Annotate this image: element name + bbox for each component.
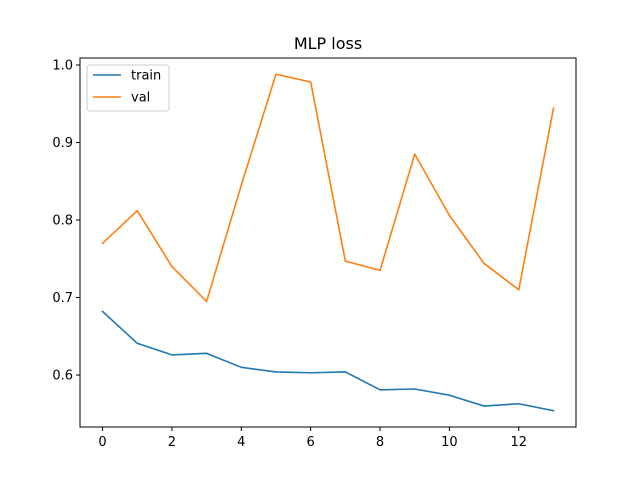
data-point-train (205, 352, 208, 355)
plot-frame (79, 57, 577, 428)
data-point-train (517, 402, 520, 405)
data-point-val (240, 184, 243, 186)
data-point-train (379, 388, 381, 391)
series-line-val (101, 73, 555, 303)
data-point-train (552, 409, 555, 412)
data-point-train (448, 394, 451, 397)
data-point-train (136, 342, 139, 345)
x-tick-label: 12 (510, 435, 527, 450)
x-tick-label: 8 (376, 435, 384, 450)
data-point-val (205, 300, 208, 303)
x-tick-label: 4 (237, 435, 245, 450)
data-point-val (483, 262, 485, 265)
data-point-val (379, 269, 381, 272)
data-point-train (240, 366, 243, 369)
x-tick-label: 10 (441, 435, 458, 450)
y-tick-label: 1.0 (52, 58, 73, 73)
data-point-train (344, 371, 347, 373)
x-tick-label: 0 (98, 435, 106, 450)
x-axis: 0 2 4 6 8 10 12 (98, 427, 527, 450)
y-tick-label: 0.6 (52, 369, 73, 384)
chart-title: MLP loss (294, 34, 362, 53)
data-point-train (101, 310, 104, 313)
data-point-val (413, 153, 416, 155)
legend-label-val: val (131, 91, 150, 106)
y-axis: 0.6 0.7 0.8 0.9 1.0 (52, 58, 80, 384)
data-point-val (448, 214, 451, 217)
data-point-train (171, 354, 173, 356)
x-tick-label: 2 (168, 435, 176, 450)
data-point-val (344, 260, 347, 262)
data-point-val (552, 107, 555, 110)
legend: train val (86, 64, 170, 112)
data-point-train (309, 371, 312, 374)
data-point-val (517, 288, 520, 291)
y-tick-label: 0.7 (52, 291, 73, 306)
legend-label-train: train (131, 69, 161, 84)
data-point-val (136, 209, 139, 212)
data-point-val (309, 81, 312, 83)
data-point-train (275, 371, 277, 373)
data-point-val (101, 242, 104, 245)
x-tick-label: 6 (307, 435, 315, 450)
legend-box (86, 64, 170, 112)
data-point-train (483, 405, 485, 407)
y-tick-label: 0.9 (52, 136, 73, 151)
series-layer (101, 73, 555, 412)
series-line-train (101, 310, 555, 412)
data-point-val (171, 265, 173, 268)
data-point-val (275, 73, 277, 76)
y-tick-label: 0.8 (52, 214, 73, 229)
data-point-train (413, 388, 416, 390)
